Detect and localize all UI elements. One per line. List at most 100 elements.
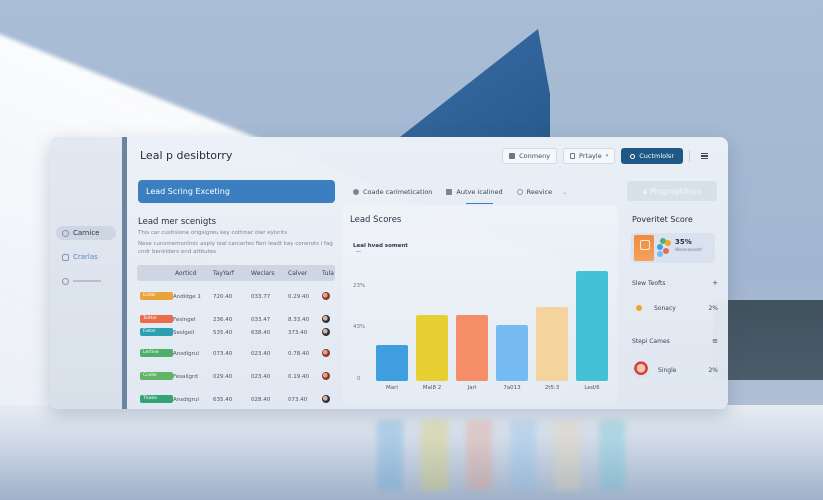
progragtilnics-button[interactable]: ▲ Progragtilnics bbox=[627, 181, 717, 201]
chart-subtitle-marker bbox=[356, 251, 361, 252]
table-row[interactable]: Lertine Ansdigrul 073.40 023.40 0.78.40 bbox=[137, 346, 335, 361]
list-item-label: Sonacy bbox=[654, 304, 676, 312]
company-button[interactable]: Conmeny bbox=[502, 148, 558, 164]
table-row[interactable]: Ectibl Andidge 1 720.40 033.77 0.29.40 bbox=[137, 289, 335, 304]
section-label: Slew Teofts bbox=[632, 279, 666, 287]
circle-icon bbox=[516, 189, 523, 195]
add-icon[interactable]: + bbox=[712, 279, 718, 287]
score-value: 35% bbox=[675, 238, 692, 246]
table-row[interactable]: Toittor Fesingel 236.40 033.47 8.33.40 bbox=[137, 312, 335, 327]
section-header-slew-teofts: Slew Teofts + bbox=[632, 279, 718, 287]
search-icon bbox=[62, 229, 69, 237]
chart-bar[interactable] bbox=[576, 271, 608, 381]
row-name: Seslgeil bbox=[173, 329, 195, 336]
row-value: 023.40 bbox=[251, 350, 271, 357]
chevron-down-icon[interactable]: ⌄ bbox=[562, 188, 568, 196]
chart-bar[interactable] bbox=[536, 307, 568, 381]
row-value: 8.33.40 bbox=[288, 316, 309, 323]
profile-dropdown[interactable]: Prtayle ▾ bbox=[563, 148, 616, 164]
table-row[interactable]: Ccoler Fesaligrd 029.40 023.40 0.19.40 bbox=[137, 369, 335, 384]
menu-icon[interactable]: ≡ bbox=[712, 337, 718, 345]
chart-bar[interactable] bbox=[376, 345, 408, 381]
table-row[interactable]: Fiatar Seslgeil 535.40 638.40 373.40 bbox=[137, 327, 335, 338]
row-name: Ansdigrul bbox=[173, 350, 199, 357]
row-value: 638.40 bbox=[251, 329, 271, 336]
row-value: 720.40 bbox=[213, 293, 233, 300]
chart-subtitle: Leal hvad soment bbox=[353, 243, 408, 249]
progress-button-label: Progragtilnics bbox=[650, 186, 702, 196]
toolbar-separator bbox=[689, 150, 690, 162]
row-value: 373.40 bbox=[288, 329, 308, 336]
banner-label: Lead Scring Exceting bbox=[146, 187, 230, 196]
table-header: Aorticd TayYarf Weclars Calver Tula bbox=[137, 265, 335, 281]
chart-bar[interactable] bbox=[456, 315, 488, 381]
row-name: Ansdigrul bbox=[173, 396, 199, 403]
list-item[interactable]: Single 2% bbox=[632, 360, 718, 380]
right-panel: Poveritet Score 35% Weenaeadtr Slew Teof… bbox=[627, 205, 722, 405]
tab-reevice[interactable]: Reevice ⌄ bbox=[516, 181, 568, 203]
score-subtitle: Weenaeadtr bbox=[675, 248, 703, 253]
tab-bar: Coade carimetication Autve icalined Reev… bbox=[345, 181, 617, 204]
top-toolbar: Conmeny Prtayle ▾ Cuctmlolsr bbox=[502, 148, 712, 164]
chevron-down-icon: ▾ bbox=[605, 153, 609, 159]
tab-label: Autve icalined bbox=[456, 188, 503, 196]
background-dark-block bbox=[713, 300, 823, 380]
company-label: Conmeny bbox=[519, 152, 551, 160]
bar-chart-plot bbox=[372, 265, 612, 381]
score-card[interactable]: 35% Weenaeadtr bbox=[631, 233, 715, 263]
row-value: 0.78.40 bbox=[288, 350, 309, 357]
list-item[interactable]: Sonacy 2% bbox=[632, 298, 718, 318]
y-tick-label: 43% bbox=[353, 324, 366, 330]
chart-bar[interactable] bbox=[496, 325, 528, 381]
row-name: Fesingel bbox=[173, 316, 196, 323]
avatar bbox=[322, 327, 330, 336]
triangle-icon: ▲ bbox=[642, 187, 648, 195]
column-header[interactable]: Aorticd bbox=[175, 269, 197, 277]
x-tick-label: 2t5:3 bbox=[544, 385, 560, 391]
search-icon bbox=[630, 153, 636, 159]
lead-scores-chart-card: Lead Scores Leal hvad soment 23% 43% 0 M… bbox=[342, 205, 618, 405]
chart-title: Lead Scores bbox=[350, 215, 402, 225]
tab-coade-carimetication[interactable]: Coade carimetication bbox=[353, 181, 432, 203]
column-header[interactable]: Weclars bbox=[251, 269, 275, 277]
status-badge: Lertine bbox=[140, 348, 173, 357]
sidebar-item-crarlas[interactable]: Crarlas bbox=[56, 250, 116, 264]
sidebar-item-carnice[interactable]: Carnice bbox=[56, 226, 116, 240]
status-badge: Toittor bbox=[140, 314, 173, 323]
x-tick-label: Marl bbox=[386, 385, 398, 391]
row-value: 635.40 bbox=[213, 396, 233, 403]
row-name: Fesaligrd bbox=[173, 373, 198, 380]
right-panel-title: Poveritet Score bbox=[632, 215, 693, 224]
stack-icon bbox=[446, 189, 453, 195]
x-tick-label: Mal8 2 bbox=[422, 385, 442, 391]
row-value: 029.40 bbox=[213, 373, 233, 380]
column-header[interactable]: Calver bbox=[288, 269, 308, 277]
x-tick-label: Led/6 bbox=[584, 385, 600, 391]
dashboard-window: Carnice Crarlas Leal p desibtorry Conmen… bbox=[50, 137, 728, 409]
customize-button[interactable]: Cuctmlolsr bbox=[621, 148, 683, 164]
sidebar-item-placeholder bbox=[73, 280, 101, 282]
hamburger-icon[interactable] bbox=[696, 148, 712, 164]
row-value: 023.40 bbox=[251, 373, 271, 380]
avatar bbox=[322, 291, 330, 300]
sidebar-item-settings[interactable] bbox=[56, 274, 116, 288]
section-title: Lead mer scenigts bbox=[138, 217, 217, 227]
building-icon bbox=[509, 153, 516, 159]
x-tick-label: Jarl bbox=[467, 385, 477, 391]
background-triangle-shape bbox=[400, 29, 550, 137]
status-badge: Ectibl bbox=[140, 291, 173, 300]
tab-autve-icalined[interactable]: Autve icalined bbox=[446, 181, 503, 204]
avatar bbox=[322, 371, 330, 380]
table-row[interactable]: Thabe Ansdigrul 635.40 028.40 073.40 bbox=[137, 392, 335, 407]
section-description: This car cusltsione origsigreu key cottm… bbox=[138, 230, 288, 236]
section-description-secondary: Nese cunsmemonlinic axply ieal carcartes… bbox=[138, 241, 333, 255]
row-value: 236.40 bbox=[213, 316, 233, 323]
lock-icon bbox=[570, 153, 576, 159]
column-header[interactable]: TayYarf bbox=[213, 269, 234, 277]
lead-scoring-banner[interactable]: Lead Scring Exceting bbox=[138, 180, 335, 203]
column-header[interactable]: Tula bbox=[322, 269, 334, 277]
row-value: 073.40 bbox=[288, 396, 308, 403]
chart-bar[interactable] bbox=[416, 315, 448, 381]
row-value: 0.29.40 bbox=[288, 293, 309, 300]
leads-table: Aorticd TayYarf Weclars Calver Tula Ecti… bbox=[137, 265, 335, 403]
